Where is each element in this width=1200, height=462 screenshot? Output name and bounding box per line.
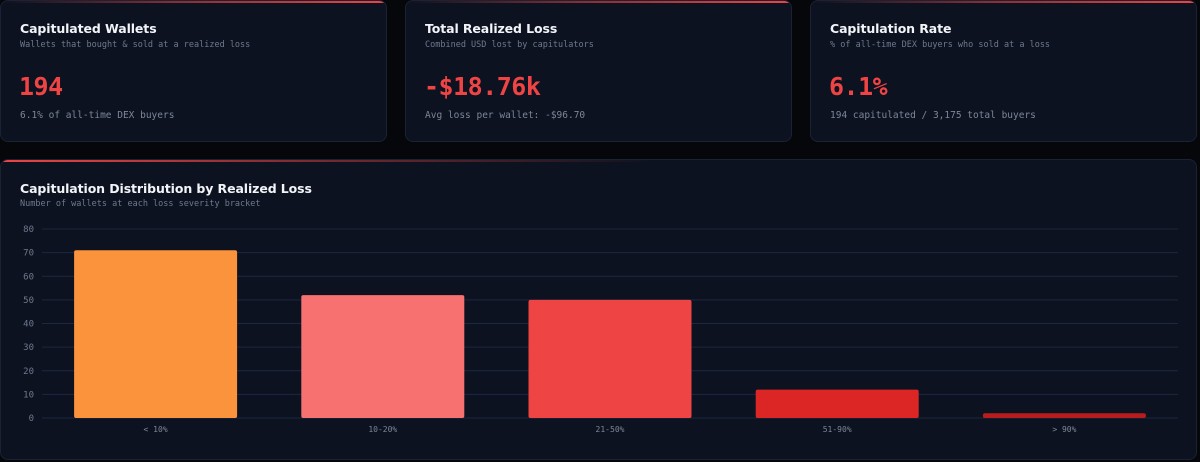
y-tick-label: 40 — [23, 320, 34, 330]
stat-card-capitulation-rate: Capitulation Rate % of all-time DEX buye… — [810, 0, 1197, 142]
y-tick-label: 10 — [23, 390, 34, 400]
y-tick-label: 0 — [29, 414, 34, 424]
y-tick-label: 30 — [23, 343, 34, 353]
card-accent-bar — [1, 160, 1196, 162]
x-tick-label: 21-50% — [596, 425, 625, 434]
bar — [755, 389, 919, 418]
bar — [528, 299, 692, 418]
chart-subtitle: Number of wallets at each loss severity … — [20, 199, 261, 209]
card-title: Capitulation Rate — [830, 21, 952, 36]
stat-card-total-realized-loss: Total Realized Loss Combined USD lost by… — [405, 0, 792, 142]
card-footer: Avg loss per wallet: -$96.70 — [425, 110, 586, 121]
bar-chart: 0 10 20 30 40 50 60 70 80 < 10% 10-20% 21-50% 51-90%… — [23, 225, 1178, 434]
x-tick-label: 51-90% — [823, 425, 852, 434]
card-value: 6.1% — [829, 72, 888, 101]
card-value: -$18.76k — [424, 72, 541, 101]
x-tick-label: < 10% — [144, 425, 168, 434]
y-tick-label: 80 — [23, 225, 34, 235]
card-accent-bar — [811, 1, 1196, 3]
card-title: Total Realized Loss — [425, 21, 558, 36]
card-title: Capitulated Wallets — [20, 21, 157, 36]
card-value: 194 — [19, 72, 63, 101]
x-tick-label: 10-20% — [368, 425, 397, 434]
x-tick-label: > 90% — [1052, 425, 1076, 434]
card-subtitle: Combined USD lost by capitulators — [425, 40, 594, 50]
bar — [982, 413, 1146, 418]
y-tick-label: 60 — [23, 272, 34, 282]
y-tick-label: 70 — [23, 249, 34, 259]
card-subtitle: Wallets that bought & sold at a realized… — [20, 40, 251, 50]
card-subtitle: % of all-time DEX buyers who sold at a l… — [830, 40, 1051, 50]
chart-card: Capitulation Distribution by Realized Lo… — [0, 159, 1197, 460]
card-accent-bar — [1, 1, 386, 3]
card-accent-bar — [406, 1, 791, 3]
y-tick-label: 20 — [23, 367, 34, 377]
bar — [74, 250, 238, 418]
chart-title: Capitulation Distribution by Realized Lo… — [20, 181, 312, 196]
card-footer: 194 capitulated / 3,175 total buyers — [830, 110, 1036, 121]
y-tick-label: 50 — [23, 296, 34, 306]
stat-card-capitulated-wallets: Capitulated Wallets Wallets that bought … — [0, 0, 387, 142]
bar — [301, 295, 465, 418]
card-footer: 6.1% of all-time DEX buyers — [20, 110, 175, 121]
